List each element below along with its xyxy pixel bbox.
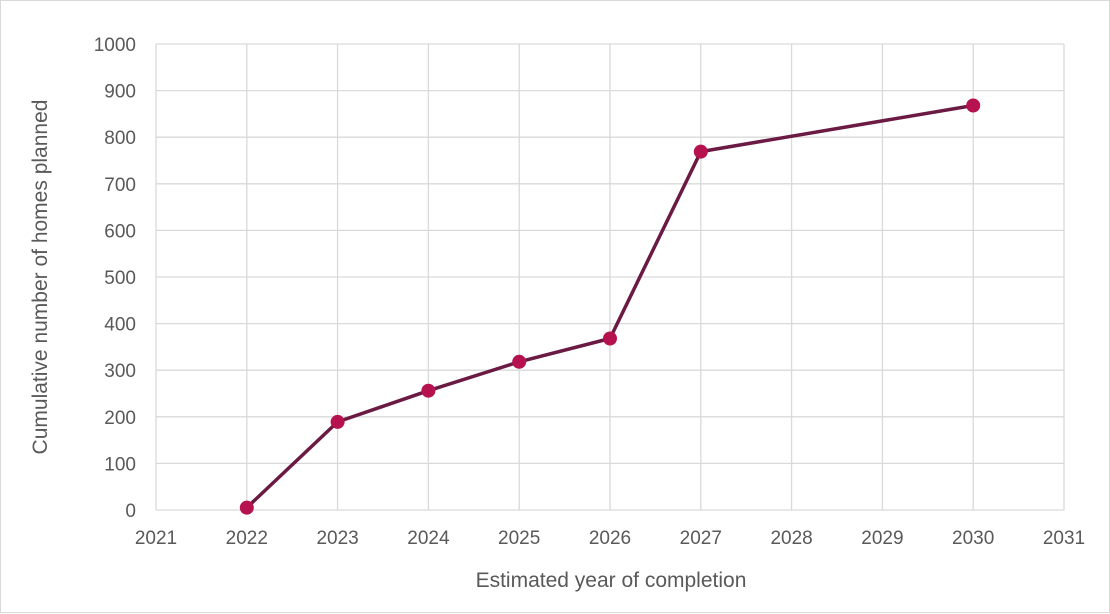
y-tick-label-0: 0: [125, 501, 136, 522]
y-tick-label-600: 600: [104, 221, 136, 242]
y-tick-label-700: 700: [104, 175, 136, 196]
data-point-2022: [239, 500, 254, 515]
tick-labels: 2021 2022 2023 2024 2025 2026 2027 2028 2029 2030…: [94, 35, 1085, 549]
x-tick-label-2021: 2021: [135, 528, 177, 549]
y-tick-label-900: 900: [104, 82, 136, 103]
x-tick-label-2029: 2029: [861, 528, 903, 549]
y-tick-label-1000: 1000: [94, 35, 136, 56]
x-axis-label: Estimated year of completion: [476, 569, 747, 592]
x-tick-label-2026: 2026: [589, 528, 631, 549]
series-homes: [239, 98, 981, 515]
data-point-2023: [330, 414, 345, 429]
y-tick-label-400: 400: [104, 315, 136, 336]
x-tick-label-2022: 2022: [226, 528, 268, 549]
data-point-2027: [693, 144, 708, 159]
x-tick-label-2030: 2030: [952, 528, 994, 549]
x-tick-label-2025: 2025: [498, 528, 540, 549]
x-tick-label-2028: 2028: [770, 528, 812, 549]
data-point-2026: [603, 331, 617, 346]
gridlines: [155, 43, 1065, 511]
x-tick-label-2031: 2031: [1043, 528, 1085, 549]
y-tick-label-800: 800: [104, 128, 136, 149]
y-tick-label-500: 500: [104, 268, 136, 289]
data-point-2025: [512, 354, 527, 369]
x-tick-label-2024: 2024: [407, 528, 450, 549]
y-axis-label: Cumulative number of homes planned: [29, 100, 52, 455]
data-point-2030: [966, 98, 981, 113]
x-tick-label-2027: 2027: [680, 528, 722, 549]
x-tick-label-2023: 2023: [316, 528, 358, 549]
y-tick-label-100: 100: [104, 454, 136, 475]
y-tick-label-200: 200: [104, 408, 136, 429]
data-point-2024: [421, 383, 436, 398]
y-tick-label-300: 300: [104, 361, 136, 382]
